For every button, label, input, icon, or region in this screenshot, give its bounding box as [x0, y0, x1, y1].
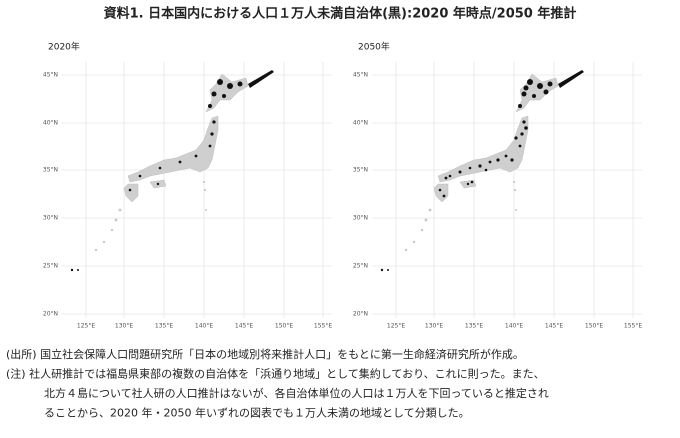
- lon-label: 135°E: [465, 323, 483, 330]
- note-line: (注) 社人研推計では福島県東部の複数の自治体を「浜通り地域」として集約しており…: [6, 367, 545, 381]
- lon-label: 135°E: [155, 323, 173, 330]
- note-line: 北方４島について社人研の人口推計はないが、各自治体単位の人口は１万人を下回ってい…: [44, 386, 549, 400]
- small-municipalities: [442, 85, 549, 198]
- japan-map: [70, 69, 275, 272]
- lat-label: 45°N: [353, 72, 368, 79]
- panel-title: 2050年: [358, 41, 390, 53]
- note-line: ることから、2020 年・2050 年いずれの図表でも１万人未満の地域として分類…: [44, 406, 470, 420]
- lon-label: 130°E: [115, 323, 133, 330]
- lon-label: 140°E: [195, 323, 213, 330]
- lat-label: 30°N: [43, 215, 58, 222]
- note-line: (出所) 国立社会保障人口問題研究所「日本の地域別将来推計人口」をもとに第一生命…: [6, 347, 524, 361]
- lat-label: 40°N: [43, 120, 58, 127]
- lon-label: 145°E: [235, 323, 253, 330]
- map-panels: 2020年 45°N 40°N 35°N 30°N 25°N 20°N 125°E 130°E 1…: [43, 41, 642, 330]
- lon-label: 150°E: [275, 323, 293, 330]
- lat-label: 30°N: [353, 215, 368, 222]
- map-panel: 2050年 45°N 40°N 35°N 30°N 25°N 20°N 125°E 130°E 1…: [353, 41, 642, 330]
- lat-label: 35°N: [43, 167, 58, 174]
- japan-map: [380, 69, 585, 272]
- panel-title: 2020年: [48, 41, 80, 53]
- lon-label: 125°E: [77, 323, 95, 330]
- lat-label: 25°N: [43, 263, 58, 270]
- lon-label: 130°E: [425, 323, 443, 330]
- lat-label: 20°N: [43, 311, 58, 318]
- lat-label: 25°N: [353, 263, 368, 270]
- lat-label: 20°N: [353, 311, 368, 318]
- map-panel: 2020年 45°N 40°N 35°N 30°N 25°N 20°N 125°E 130°E 1…: [43, 41, 332, 330]
- notes: (出所) 国立社会保障人口問題研究所「日本の地域別将来推計人口」をもとに第一生命…: [6, 347, 549, 420]
- lon-label: 125°E: [387, 323, 405, 330]
- lat-label: 40°N: [353, 120, 368, 127]
- lon-label: 155°E: [624, 323, 642, 330]
- lon-label: 155°E: [314, 323, 332, 330]
- lat-label: 45°N: [43, 72, 58, 79]
- lon-label: 150°E: [585, 323, 603, 330]
- lon-label: 140°E: [505, 323, 523, 330]
- lat-label: 35°N: [353, 167, 368, 174]
- lon-label: 145°E: [545, 323, 563, 330]
- title: 資料1. 日本国内における人口１万人未満自治体(黒):2020 年時点/2050…: [104, 6, 577, 22]
